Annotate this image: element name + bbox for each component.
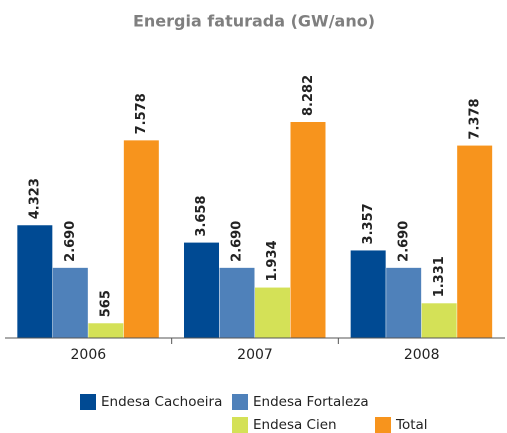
legend-label: Endesa Cachoeira <box>101 394 222 410</box>
legend-swatch <box>232 394 248 410</box>
value-label: 1.331 <box>432 256 447 297</box>
bar <box>386 267 422 338</box>
value-label: 2.690 <box>396 221 411 262</box>
bar <box>184 242 219 338</box>
value-label: 3.658 <box>194 195 209 236</box>
bar <box>219 267 255 338</box>
legend-swatch <box>232 417 248 433</box>
bar <box>350 250 386 338</box>
bar <box>123 140 159 338</box>
value-label: 8.282 <box>301 75 316 116</box>
value-label: 565 <box>99 290 114 317</box>
bar <box>17 225 53 338</box>
value-label: 7.578 <box>134 93 149 134</box>
value-label: 2.690 <box>230 221 245 262</box>
bar <box>255 287 290 338</box>
legend-label: Endesa Fortaleza <box>253 394 369 410</box>
legend-swatch <box>375 417 391 433</box>
bar <box>88 323 124 338</box>
value-label: 3.357 <box>361 203 376 244</box>
value-label: 4.323 <box>28 178 43 219</box>
x-tick-label: 2006 <box>71 347 107 363</box>
bar <box>457 145 493 338</box>
bar <box>290 122 326 338</box>
legend-swatch <box>80 394 96 410</box>
chart-title: Energia faturada (GW/ano) <box>133 12 375 31</box>
value-label: 2.690 <box>63 221 78 262</box>
bar <box>421 303 457 338</box>
bar <box>52 267 88 338</box>
value-label: 1.934 <box>265 240 280 281</box>
x-tick-label: 2007 <box>237 347 273 363</box>
x-tick-label: 2008 <box>404 347 440 363</box>
legend-label: Endesa Cien <box>253 417 337 433</box>
legend-label: Total <box>395 417 428 433</box>
value-label: 7.378 <box>467 98 482 139</box>
